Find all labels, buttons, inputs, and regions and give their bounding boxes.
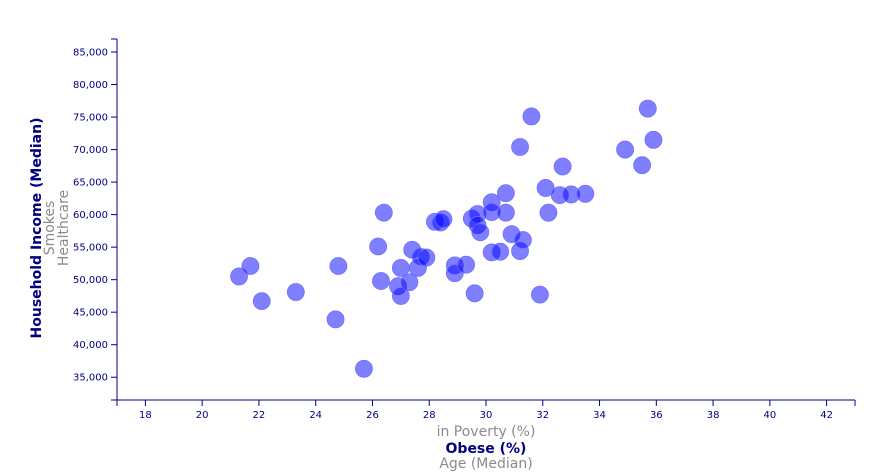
data-point[interactable] bbox=[644, 130, 663, 149]
data-point[interactable] bbox=[374, 203, 393, 222]
y-tick-label: 65,000 bbox=[73, 178, 108, 189]
x-axis: 18 20 22 24 26 28 30 32 34 36 38 40 42 bbox=[116, 399, 856, 421]
x-tick-label: 36 bbox=[650, 410, 663, 421]
data-point[interactable] bbox=[616, 140, 634, 159]
y-tick-label: 40,000 bbox=[73, 340, 108, 351]
y-tick-label: 75,000 bbox=[73, 113, 108, 124]
data-point[interactable] bbox=[329, 257, 348, 275]
x-tick-label: 28 bbox=[423, 410, 436, 421]
data-point[interactable] bbox=[511, 138, 529, 156]
data-point[interactable] bbox=[391, 287, 410, 305]
data-point[interactable] bbox=[531, 285, 549, 304]
y-axis-title-income[interactable]: Household Income (Median) bbox=[29, 118, 45, 339]
data-point[interactable] bbox=[230, 267, 248, 286]
data-point[interactable] bbox=[372, 272, 390, 290]
y-axis-titles: Household Income (Median) Smokes Healthc… bbox=[29, 118, 72, 339]
data-point[interactable] bbox=[491, 242, 510, 261]
y-axis: 35,000 40,000 45,000 50,000 55,000 60,000 65,0… bbox=[73, 38, 118, 401]
x-tick-label: 32 bbox=[536, 410, 549, 421]
data-point[interactable] bbox=[457, 255, 476, 274]
y-tick-label: 85,000 bbox=[73, 48, 108, 59]
y-tick-label: 45,000 bbox=[73, 308, 108, 319]
data-point[interactable] bbox=[496, 184, 515, 203]
data-point[interactable] bbox=[241, 257, 260, 275]
x-tick-label: 26 bbox=[366, 410, 379, 421]
x-tick-label: 42 bbox=[820, 410, 833, 421]
data-point[interactable] bbox=[553, 157, 572, 176]
y-tick-label: 80,000 bbox=[73, 80, 108, 91]
x-tick-label: 18 bbox=[139, 410, 152, 421]
y-tick-label: 55,000 bbox=[73, 243, 108, 254]
data-point[interactable] bbox=[576, 184, 595, 203]
data-point[interactable] bbox=[465, 284, 484, 303]
x-tick-label: 22 bbox=[253, 410, 266, 421]
data-point[interactable] bbox=[355, 359, 373, 378]
x-tick-label: 40 bbox=[763, 410, 776, 421]
x-tick-label: 38 bbox=[707, 410, 720, 421]
y-tick-label: 35,000 bbox=[73, 373, 108, 384]
x-axis-title-poverty[interactable]: in Poverty (%) bbox=[437, 424, 536, 440]
y-tick-label: 70,000 bbox=[73, 145, 108, 156]
x-ticks: 18 20 22 24 26 28 30 32 34 36 38 40 42 bbox=[116, 400, 856, 421]
data-point[interactable] bbox=[326, 310, 345, 329]
data-point[interactable] bbox=[638, 99, 657, 118]
data-point[interactable] bbox=[536, 179, 555, 197]
data-point[interactable] bbox=[369, 237, 388, 256]
x-tick-label: 20 bbox=[196, 410, 209, 421]
x-axis-titles: in Poverty (%) Obese (%) Age (Median) bbox=[437, 424, 536, 472]
y-tick-label: 60,000 bbox=[73, 210, 108, 221]
data-point[interactable] bbox=[252, 292, 271, 311]
y-tick-label: 50,000 bbox=[73, 275, 108, 286]
data-point[interactable] bbox=[539, 203, 558, 222]
data-point[interactable] bbox=[471, 223, 490, 242]
data-point[interactable] bbox=[286, 283, 305, 301]
y-axis-title-healthcare[interactable]: Healthcare bbox=[56, 190, 72, 266]
x-axis-title-obese[interactable]: Obese (%) bbox=[446, 441, 527, 457]
y-axis-title-smokes[interactable]: Smokes bbox=[42, 201, 58, 256]
data-points bbox=[230, 99, 663, 378]
x-axis-title-age[interactable]: Age (Median) bbox=[439, 456, 532, 472]
data-point[interactable] bbox=[522, 107, 541, 126]
x-tick-label: 24 bbox=[309, 410, 322, 421]
data-point[interactable] bbox=[496, 203, 515, 222]
data-point[interactable] bbox=[417, 248, 436, 267]
x-tick-label: 34 bbox=[593, 410, 606, 421]
y-ticks: 35,000 40,000 45,000 50,000 55,000 60,000 65,0… bbox=[73, 38, 117, 401]
data-point[interactable] bbox=[514, 231, 532, 249]
data-point[interactable] bbox=[400, 273, 419, 292]
data-point[interactable] bbox=[434, 210, 453, 229]
x-tick-label: 30 bbox=[480, 410, 493, 421]
data-point[interactable] bbox=[633, 156, 652, 175]
